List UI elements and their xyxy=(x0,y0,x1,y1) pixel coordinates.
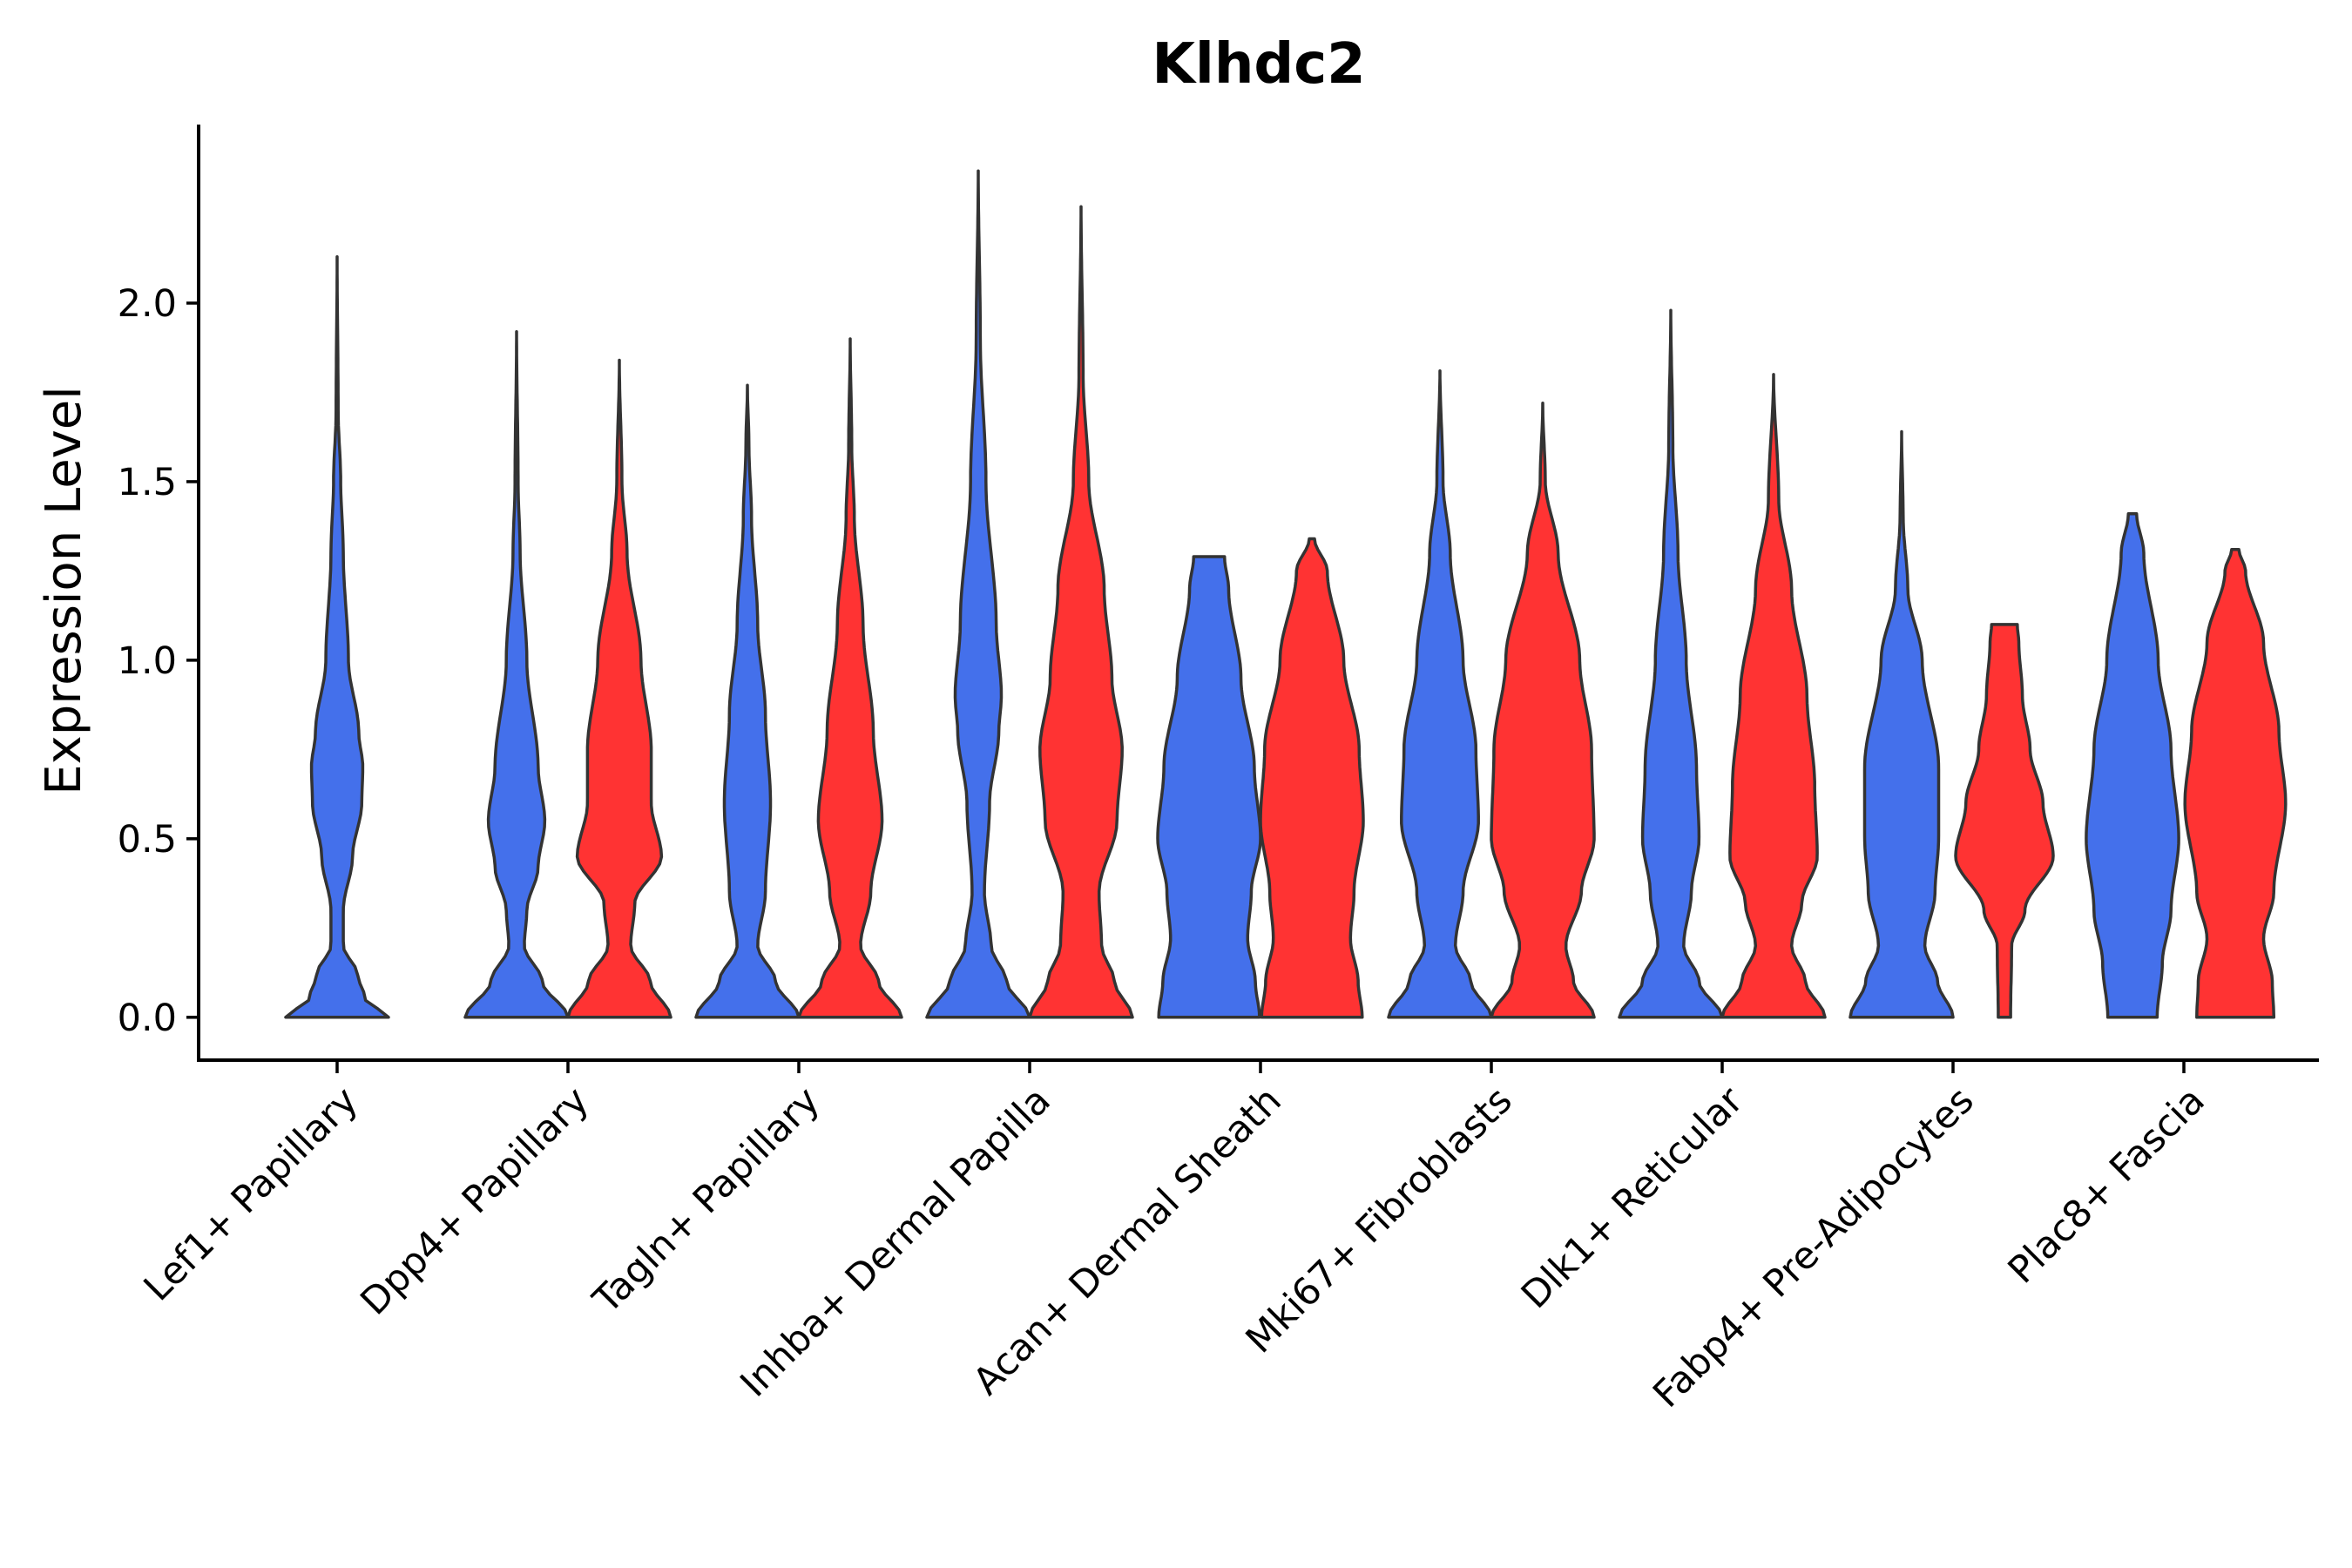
y-tick-label: 1.5 xyxy=(118,461,177,504)
y-axis-label: Expression Level xyxy=(36,386,92,795)
violin-fabp4-pre-adipocytes-group2 xyxy=(1954,623,2055,1019)
violin-tagln-papillary-group2 xyxy=(797,337,903,1019)
violin-plac8-fascia-group1 xyxy=(2085,512,2180,1019)
violin-group xyxy=(284,169,2288,1019)
y-axis-ticks: 0.0 0.5 1.0 1.5 2.0 xyxy=(118,282,199,1040)
x-tick-label: Dlk1+ Reticular xyxy=(1513,1078,1752,1317)
y-tick-label: 0.0 xyxy=(118,997,177,1040)
violin-lef1-papillary-group1 xyxy=(284,254,390,1019)
x-tick-label: Dpp4+ Papillary xyxy=(353,1078,598,1323)
violin-inhba-dermal-papilla-group1 xyxy=(925,169,1031,1019)
violin-acan-dermal-sheath-group2 xyxy=(1259,537,1365,1019)
violin-tagln-papillary-group1 xyxy=(694,383,801,1019)
violin-dpp4-papillary-group1 xyxy=(463,330,570,1019)
violin-plac8-fascia-group2 xyxy=(2183,548,2288,1019)
chart-title: Klhdc2 xyxy=(1152,32,1365,97)
x-tick-label: Mki67+ Fibroblasts xyxy=(1238,1078,1521,1362)
violin-dlk1-reticular-group1 xyxy=(1618,308,1724,1019)
violin-acan-dermal-sheath-group1 xyxy=(1156,555,1262,1019)
violin-mki67-fibroblasts-group2 xyxy=(1490,401,1596,1019)
violin-fabp4-pre-adipocytes-group1 xyxy=(1848,429,1955,1019)
violin-inhba-dermal-papilla-group2 xyxy=(1028,205,1134,1019)
x-tick-label: Plac8+ Fascia xyxy=(2000,1078,2213,1292)
y-tick-label: 1.0 xyxy=(118,639,177,683)
violin-dlk1-reticular-group2 xyxy=(1720,373,1827,1019)
x-tick-label: Lef1+ Papillary xyxy=(136,1078,367,1309)
y-tick-label: 0.5 xyxy=(118,818,177,862)
x-tick-label: Tagln+ Papillary xyxy=(585,1078,828,1322)
violin-mki67-fibroblasts-group1 xyxy=(1387,369,1493,1019)
y-tick-label: 2.0 xyxy=(118,282,177,326)
violin-dpp4-papillary-group2 xyxy=(566,358,672,1019)
